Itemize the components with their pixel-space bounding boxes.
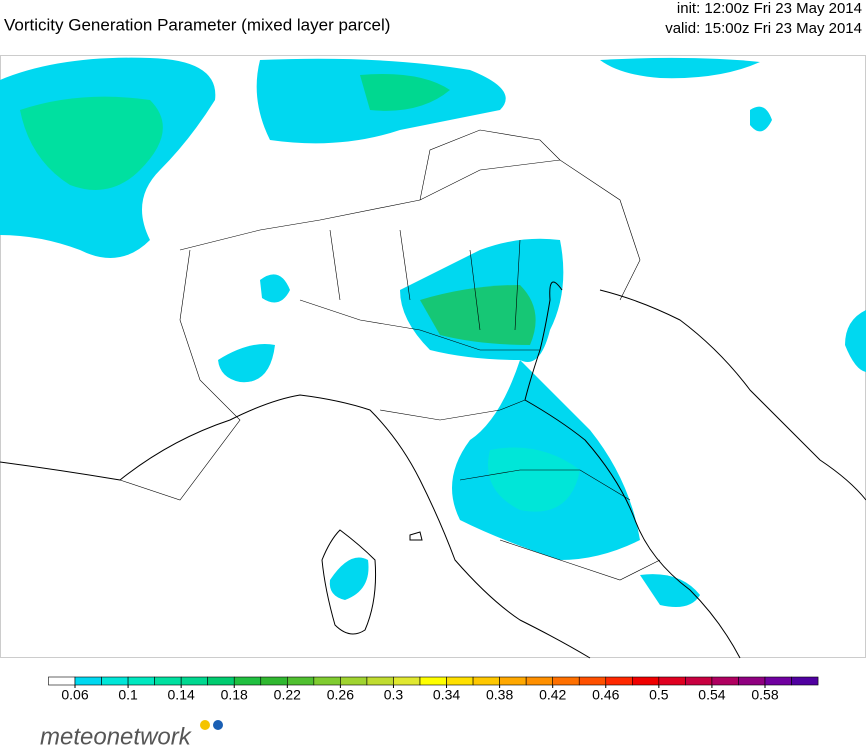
color-box	[101, 676, 129, 686]
coastline	[524, 281, 741, 659]
logo-dot	[200, 720, 210, 730]
color-box	[525, 676, 553, 686]
color-box	[48, 676, 76, 686]
border	[459, 469, 631, 501]
island	[321, 529, 377, 635]
logo-dot	[213, 720, 223, 730]
tick-label: 0.3	[384, 687, 404, 703]
color-box	[74, 676, 102, 686]
color-box	[711, 676, 739, 686]
color-box	[154, 676, 182, 686]
field-shading	[0, 57, 866, 608]
shade	[360, 74, 450, 111]
color-box	[287, 676, 315, 686]
border	[119, 249, 241, 501]
shade	[845, 310, 866, 372]
tick-label: 0.22	[274, 687, 301, 703]
color-box	[233, 676, 262, 686]
shade	[640, 574, 700, 608]
tick-label: 0.18	[221, 687, 248, 703]
tick-label: 0.54	[698, 687, 725, 703]
borders	[119, 129, 661, 581]
color-box	[127, 676, 155, 686]
shade	[260, 274, 290, 303]
border	[379, 399, 526, 421]
color-box	[685, 676, 713, 686]
shade	[420, 285, 536, 345]
shade	[750, 106, 772, 132]
color-box	[419, 676, 447, 686]
color-box	[605, 676, 633, 686]
color-box	[207, 676, 235, 686]
colorbar: 0.06 0.1 0.14 0.18 0.22 0.26 0.3 0.34 0.38 0.42 0.…	[48, 676, 819, 703]
color-box	[764, 676, 792, 686]
island	[409, 531, 423, 541]
coastlines	[0, 281, 866, 659]
color-box	[552, 676, 580, 686]
color-box	[738, 676, 766, 686]
logo: meteonetwork	[40, 720, 223, 748]
color-box	[393, 676, 421, 686]
color-box	[499, 676, 527, 686]
tick-label: 0.26	[327, 687, 354, 703]
tick-label: 0.58	[751, 687, 778, 703]
color-box	[313, 676, 341, 686]
shade	[488, 447, 580, 512]
color-box	[340, 676, 368, 686]
tick-label: 0.42	[539, 687, 566, 703]
color-box	[791, 676, 819, 686]
border	[329, 229, 521, 331]
tick-label: 0.1	[118, 687, 138, 703]
shade	[600, 57, 760, 79]
valid-time: valid: 15:00z Fri 23 May 2014	[665, 20, 862, 37]
tick-label: 0.14	[168, 687, 195, 703]
map	[0, 55, 866, 659]
color-box	[632, 676, 660, 686]
map-title: Vorticity Generation Parameter (mixed la…	[4, 15, 390, 34]
coastline	[0, 394, 591, 659]
border	[499, 539, 661, 581]
coastline	[599, 289, 866, 501]
init-time: init: 12:00z Fri 23 May 2014	[677, 0, 862, 17]
border	[299, 299, 540, 351]
shade	[329, 557, 369, 600]
color-box	[180, 676, 208, 686]
color-box	[366, 676, 394, 686]
shade	[218, 344, 275, 383]
logo-text: meteonetwork	[40, 723, 193, 748]
tick-label: 0.38	[486, 687, 513, 703]
shade	[20, 96, 163, 190]
color-box	[472, 676, 500, 686]
color-box	[658, 676, 686, 686]
tick-label: 0.34	[433, 687, 460, 703]
color-box	[260, 676, 288, 686]
border	[179, 159, 641, 301]
tick-label: 0.46	[592, 687, 619, 703]
color-box	[578, 676, 607, 686]
tick-label: 0.5	[649, 687, 669, 703]
color-box	[446, 676, 474, 686]
border	[419, 129, 561, 201]
tick-label: 0.06	[61, 687, 88, 703]
